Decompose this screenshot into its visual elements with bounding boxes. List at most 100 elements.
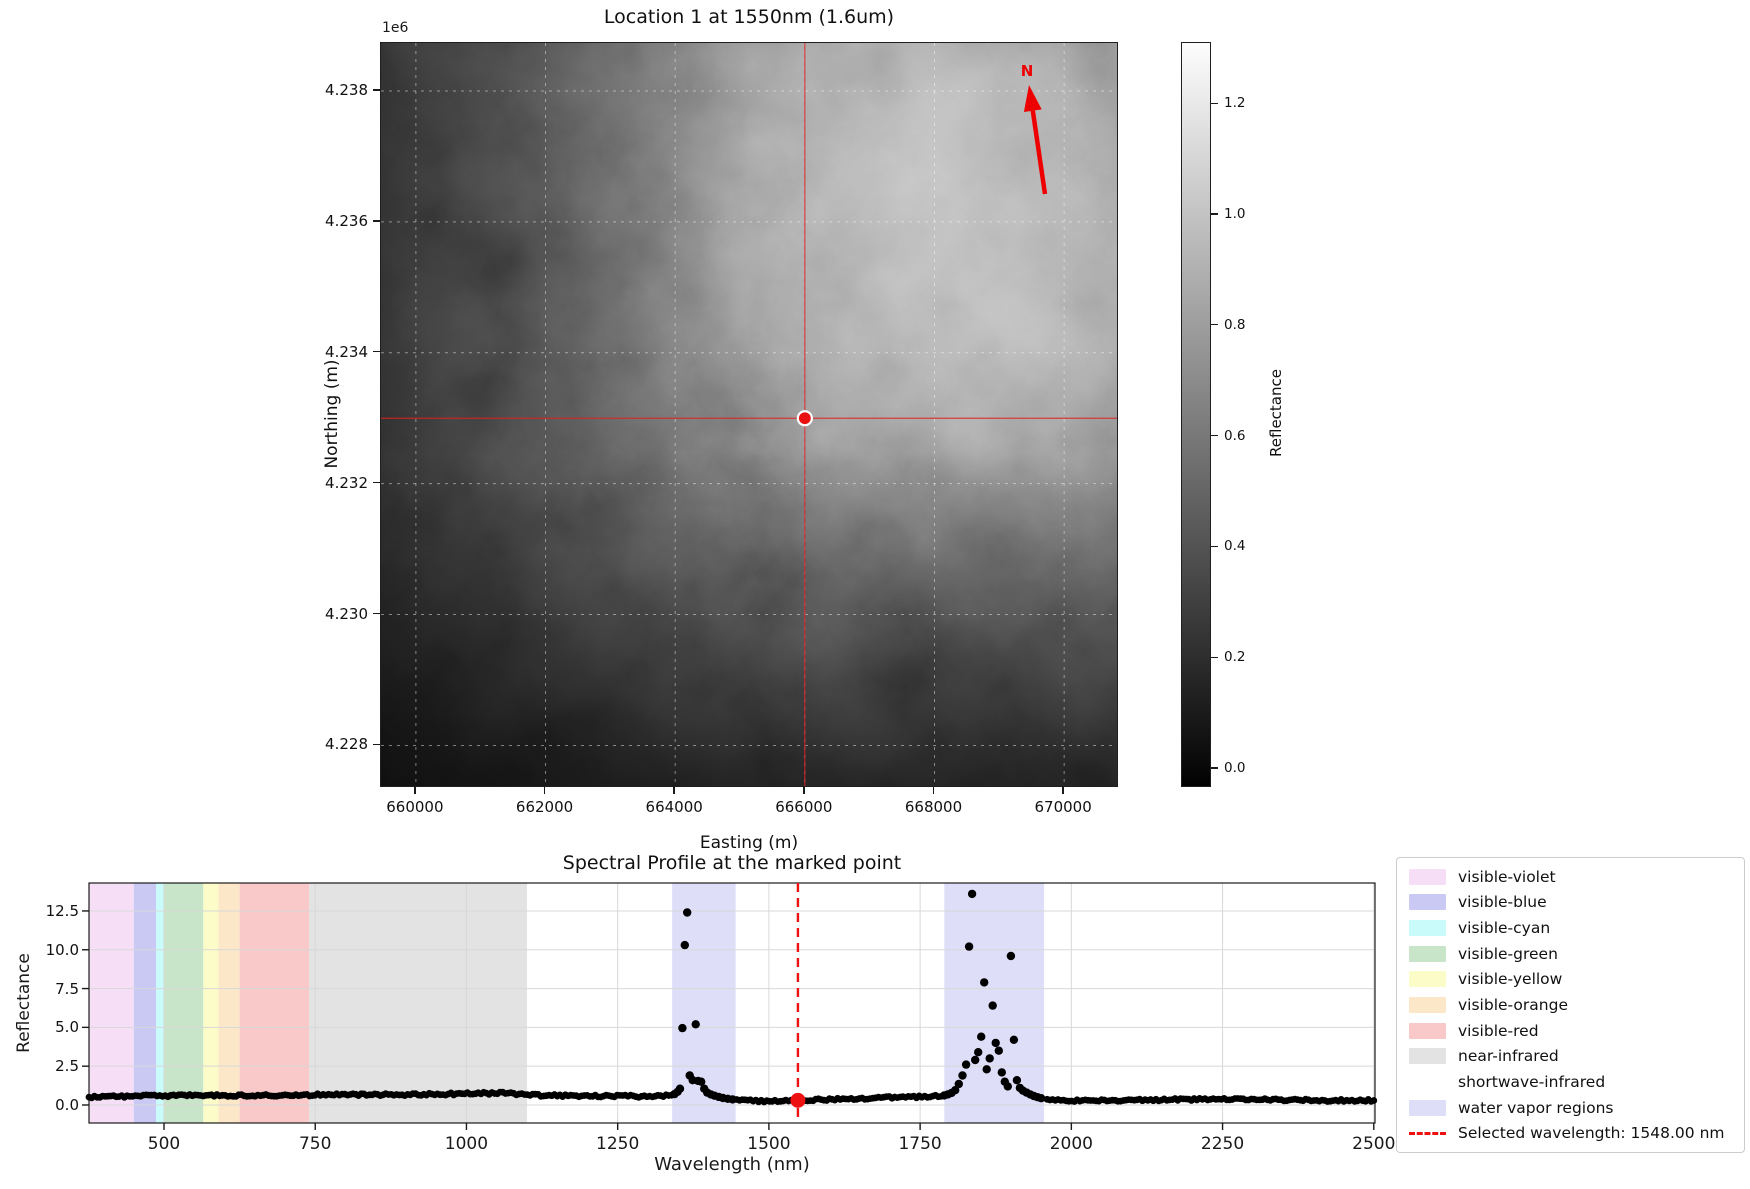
spectrum-x-tick-label: 1500 bbox=[747, 1134, 791, 1154]
map-y-axis-label: Northing (m) bbox=[322, 359, 342, 469]
legend-item-visible-yellow: visible-yellow bbox=[1405, 967, 1736, 991]
legend-item-near-infrared: near-infrared bbox=[1405, 1044, 1736, 1068]
spectrum-x-tick-label: 500 bbox=[147, 1134, 181, 1154]
colorbar-tick-label: 0.2 bbox=[1224, 649, 1246, 666]
spectral-band-visible-cyan bbox=[156, 883, 165, 1123]
map-title: Location 1 at 1550nm (1.6um) bbox=[603, 6, 895, 28]
map-y-tick-mark bbox=[373, 351, 380, 353]
map-y-tick-label: 4.228 bbox=[325, 735, 368, 754]
spectrum-legend: visible-violet visible-blue visible-cyan vi… bbox=[1396, 857, 1745, 1153]
legend-color-swatch bbox=[1409, 1022, 1446, 1039]
legend-color-swatch bbox=[1409, 894, 1446, 911]
legend-item-water-vapor-regions: water vapor regions bbox=[1405, 1096, 1736, 1120]
north-arrow-label: N bbox=[1021, 62, 1034, 80]
spectrum-x-tick-label: 2250 bbox=[1200, 1134, 1245, 1154]
spectral-band-visible-orange bbox=[218, 883, 240, 1123]
colorbar-label: Reflectance bbox=[1267, 369, 1285, 457]
legend-item-visible-violet: visible-violet bbox=[1405, 865, 1736, 889]
colorbar-tick-label: 0.6 bbox=[1224, 427, 1246, 444]
legend-item-visible-cyan: visible-cyan bbox=[1405, 916, 1736, 940]
colorbar-tick-mark bbox=[1211, 656, 1218, 658]
map-image: N bbox=[381, 43, 1117, 786]
legend-item-label: visible-violet bbox=[1458, 867, 1556, 886]
spectral-band-water-vapor-1 bbox=[672, 883, 736, 1123]
legend-color-swatch bbox=[1409, 1074, 1446, 1090]
legend-item-selected-wavelength-1548-00-nm: Selected wavelength: 1548.00 nm bbox=[1405, 1121, 1736, 1145]
north-arrow: N bbox=[1021, 62, 1048, 195]
map-x-tick-mark bbox=[1062, 787, 1064, 794]
legend-item-visible-red: visible-red bbox=[1405, 1019, 1736, 1043]
spectrum-x-tick-label: 1250 bbox=[596, 1134, 640, 1154]
colorbar-tick-mark bbox=[1211, 545, 1218, 548]
map-y-tick-mark bbox=[373, 481, 380, 484]
map-y-tick-label: 4.236 bbox=[325, 211, 368, 230]
spectral-band-visible-red bbox=[239, 883, 310, 1123]
map-x-tick-mark bbox=[673, 787, 675, 794]
selected-wavelength-marker[interactable] bbox=[790, 1092, 806, 1108]
spectral-band-water-vapor-2 bbox=[944, 883, 1045, 1123]
colorbar-tick-mark bbox=[1211, 767, 1218, 769]
colorbar-tick-label: 0.0 bbox=[1224, 760, 1246, 776]
spectrum-axes-frame bbox=[88, 882, 1376, 1124]
legend-item-visible-orange: visible-orange bbox=[1405, 993, 1736, 1017]
map-y-tick-mark bbox=[373, 612, 380, 615]
map-x-tick-label: 668000 bbox=[904, 798, 963, 816]
legend-item-label: visible-yellow bbox=[1458, 970, 1563, 989]
spectrum-x-tick-label: 750 bbox=[298, 1134, 332, 1154]
legend-color-swatch bbox=[1409, 1099, 1446, 1116]
spectrum-x-tick-label: 2000 bbox=[1049, 1134, 1093, 1154]
map-gridlines bbox=[381, 43, 1117, 786]
colorbar bbox=[1181, 42, 1211, 787]
spectrum-y-tick-label: 10.0 bbox=[45, 940, 79, 959]
spectral-band-visible-yellow bbox=[203, 883, 219, 1123]
map-y-tick-mark bbox=[373, 89, 380, 91]
legend-item-label: Selected wavelength: 1548.00 nm bbox=[1458, 1124, 1725, 1143]
spectrum-y-tick-label: 12.5 bbox=[45, 901, 79, 920]
legend-color-swatch bbox=[1409, 1048, 1446, 1065]
legend-item-visible-blue: visible-blue bbox=[1405, 890, 1736, 914]
spectral-band-visible-green bbox=[164, 883, 204, 1123]
legend-color-swatch bbox=[1409, 971, 1446, 988]
colorbar-tick-label: 1.0 bbox=[1224, 206, 1246, 222]
legend-item-label: visible-blue bbox=[1458, 893, 1547, 912]
spectrum-y-axis-label: Reflectance bbox=[14, 953, 34, 1053]
map-crosshair bbox=[381, 43, 1117, 786]
spectrum-y-tick-label: 5.0 bbox=[55, 1018, 79, 1037]
legend-item-shortwave-infrared: shortwave-infrared bbox=[1405, 1070, 1736, 1094]
map-plot-area[interactable]: N bbox=[380, 42, 1118, 787]
legend-item-label: visible-green bbox=[1458, 944, 1558, 963]
map-x-tick-label: 670000 bbox=[1034, 798, 1092, 816]
spectrum-x-tick-label: 1000 bbox=[444, 1134, 489, 1154]
legend-item-label: visible-orange bbox=[1458, 995, 1568, 1014]
colorbar-tick-label: 0.8 bbox=[1224, 316, 1246, 333]
spectrum-title: Spectral Profile at the marked point bbox=[562, 852, 902, 874]
map-x-tick-mark bbox=[803, 787, 805, 794]
map-x-axis-label: Easting (m) bbox=[699, 833, 799, 853]
map-y-tick-mark bbox=[373, 743, 380, 746]
legend-item-label: visible-red bbox=[1458, 1021, 1539, 1040]
spectrum-x-tick-label: 2500 bbox=[1352, 1134, 1396, 1154]
spectral-band-visible-violet bbox=[89, 883, 134, 1123]
map-x-tick-mark bbox=[414, 787, 416, 794]
map-y-tick-mark bbox=[373, 220, 380, 222]
map-y-offset-label: 1e6 bbox=[382, 20, 409, 36]
spectral-bands bbox=[89, 883, 1045, 1123]
legend-item-label: near-infrared bbox=[1458, 1047, 1559, 1066]
map-y-tick-label: 4.232 bbox=[325, 473, 368, 492]
map-x-tick-label: 662000 bbox=[515, 798, 574, 816]
map-y-tick-label: 4.238 bbox=[325, 80, 368, 99]
colorbar-tick-mark bbox=[1211, 324, 1218, 326]
spectrum-gridlines bbox=[89, 883, 1375, 1123]
legend-item-visible-green: visible-green bbox=[1405, 942, 1736, 966]
spectral-data-points bbox=[85, 889, 1378, 1106]
colorbar-tick-mark bbox=[1211, 102, 1218, 104]
map-x-tick-label: 664000 bbox=[645, 798, 703, 816]
legend-item-label: water vapor regions bbox=[1458, 1098, 1614, 1117]
map-x-tick-mark bbox=[543, 787, 546, 794]
map-x-tick-label: 666000 bbox=[775, 798, 833, 816]
map-marked-point[interactable] bbox=[796, 410, 813, 427]
map-y-tick-label: 4.230 bbox=[325, 604, 368, 623]
spectrum-y-tick-label: 7.5 bbox=[55, 979, 79, 998]
spectrum-x-tick-label: 1750 bbox=[898, 1134, 942, 1154]
